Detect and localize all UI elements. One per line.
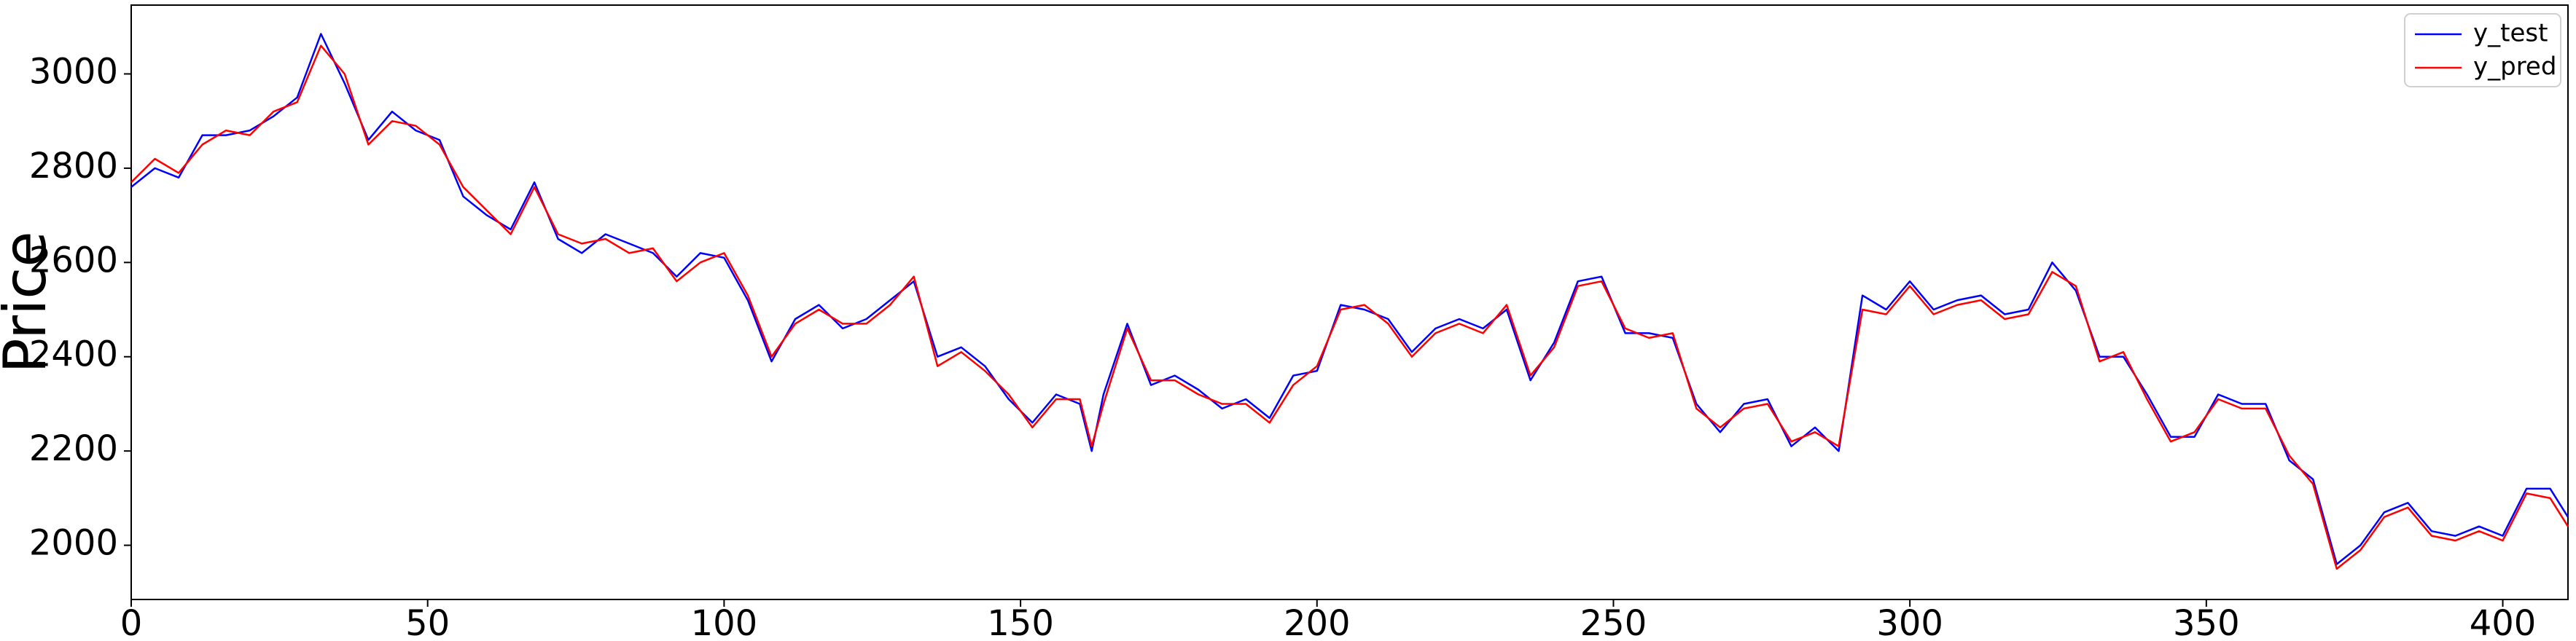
x-tick-label: 50 [405, 603, 450, 638]
y-tick-label: 2400 [29, 334, 118, 375]
y-tick-label: 3000 [29, 51, 118, 92]
series-line [130, 44, 2569, 570]
y-tick-label: 2800 [29, 146, 118, 186]
x-tick-label: 200 [1284, 603, 1351, 638]
y-tick-label: 2600 [29, 240, 118, 280]
y-axis-label: Price [0, 231, 59, 373]
x-tick-label: 100 [691, 603, 758, 638]
x-tick-label: 150 [987, 603, 1054, 638]
x-tick-label: 300 [1876, 603, 1943, 638]
x-tick-label: 350 [2173, 603, 2240, 638]
x-tick-label: 0 [120, 603, 143, 638]
series-line [130, 33, 2569, 565]
x-tick-label: 250 [1580, 603, 1647, 638]
x-tick-label: 400 [2470, 603, 2537, 638]
plot-frame [130, 4, 2569, 600]
y-tick-label: 2200 [29, 428, 118, 469]
y-tick-label: 2000 [29, 523, 118, 564]
legend-label: y_pred [2473, 52, 2556, 82]
legend-label: y_test [2473, 19, 2548, 48]
